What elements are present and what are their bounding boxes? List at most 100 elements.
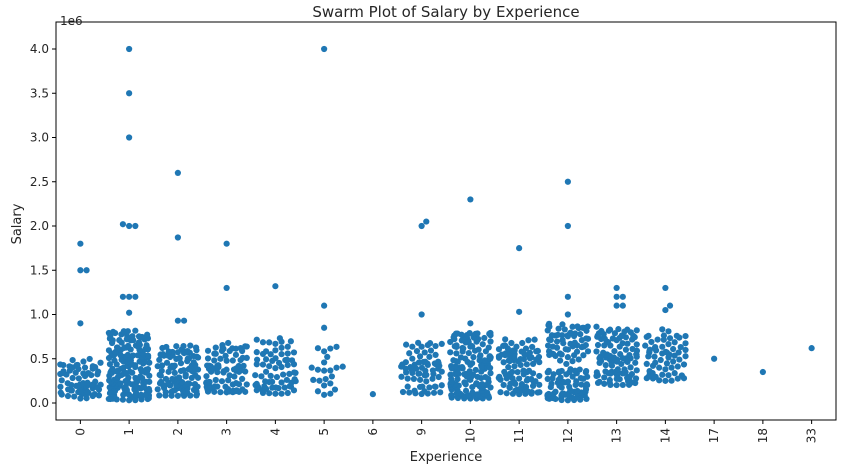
data-point [331, 386, 339, 393]
data-point [600, 349, 607, 356]
data-point [500, 359, 507, 366]
data-point [562, 346, 569, 353]
data-point [629, 345, 636, 353]
data-point [174, 317, 181, 324]
data-point [134, 352, 141, 359]
data-point [517, 355, 524, 363]
data-point [176, 355, 183, 362]
y-tick-label: 2.0 [30, 219, 49, 233]
data-point [545, 390, 552, 398]
data-point [556, 350, 564, 357]
data-point [275, 359, 283, 367]
data-point [406, 350, 413, 357]
y-tick-label: 1.0 [30, 308, 49, 322]
data-point [333, 364, 340, 371]
data-point [146, 359, 153, 366]
data-point [621, 366, 628, 373]
data-point [487, 370, 494, 377]
x-tick-label: 12 [561, 428, 575, 443]
data-point [642, 342, 649, 349]
data-point [284, 356, 291, 363]
data-point [487, 329, 494, 337]
data-point [569, 323, 576, 330]
data-point [143, 342, 150, 349]
plot-area-frame [55, 21, 837, 421]
data-point [165, 348, 172, 355]
data-point [576, 366, 583, 373]
data-point [284, 343, 291, 350]
data-point [321, 302, 328, 309]
data-point [233, 380, 240, 387]
data-point [211, 350, 218, 357]
x-tick-label: 10 [463, 428, 477, 443]
data-point [159, 350, 167, 358]
data-point [83, 395, 90, 402]
data-point [253, 380, 260, 388]
data-point [105, 354, 113, 362]
data-point [518, 381, 526, 388]
data-point [628, 371, 636, 378]
data-point [561, 326, 568, 333]
data-point [577, 374, 584, 382]
data-point [559, 336, 566, 344]
data-point [564, 378, 572, 385]
data-point [206, 378, 213, 386]
data-point [66, 363, 73, 370]
data-point [253, 361, 260, 368]
data-point [482, 373, 489, 381]
data-point [594, 341, 602, 349]
data-point [617, 351, 624, 358]
data-point [509, 368, 516, 376]
data-point [129, 352, 137, 359]
data-point [466, 329, 473, 337]
data-point [580, 352, 587, 359]
data-point [549, 343, 556, 350]
data-point [399, 388, 407, 396]
data-point [475, 346, 482, 353]
data-point [92, 378, 99, 385]
data-point [113, 344, 121, 351]
data-point [419, 383, 426, 390]
data-point [180, 367, 187, 374]
data-point [615, 326, 622, 333]
data-point [659, 326, 666, 333]
data-point [291, 369, 298, 376]
data-point [666, 335, 674, 342]
data-point [513, 343, 520, 350]
data-point [654, 336, 661, 343]
data-point [272, 384, 279, 391]
data-point [662, 377, 669, 384]
data-point [606, 326, 614, 333]
data-point [613, 381, 620, 389]
data-point [675, 349, 682, 356]
data-point [473, 380, 480, 387]
data-point [69, 374, 76, 382]
data-point [426, 353, 433, 360]
data-point [682, 340, 689, 347]
data-point [500, 381, 507, 389]
data-point [409, 355, 416, 362]
data-point [129, 333, 136, 340]
x-tick-label: 5 [317, 428, 331, 436]
data-point [278, 351, 285, 358]
data-point [486, 353, 493, 360]
data-point [427, 347, 435, 354]
data-point [77, 240, 84, 247]
data-point [479, 381, 486, 388]
data-point [536, 372, 543, 380]
y-tick-label: 3.0 [30, 131, 49, 145]
data-point [429, 367, 437, 374]
data-point [223, 357, 230, 364]
data-point [328, 373, 335, 380]
data-point [759, 368, 766, 376]
data-point [126, 45, 133, 53]
data-point [557, 357, 564, 364]
data-point [132, 374, 139, 382]
data-point [284, 350, 291, 357]
data-point [77, 267, 84, 274]
data-point [467, 196, 474, 203]
data-point [321, 359, 328, 366]
data-point [657, 356, 664, 364]
data-point [232, 351, 240, 358]
data-point [448, 392, 455, 399]
